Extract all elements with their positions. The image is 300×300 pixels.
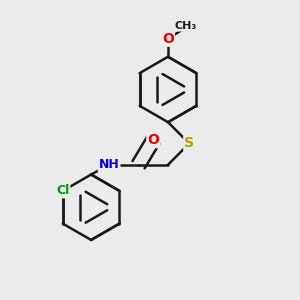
Text: NH: NH: [99, 158, 119, 171]
Text: O: O: [162, 32, 174, 46]
Text: CH₃: CH₃: [175, 21, 197, 31]
Text: Cl: Cl: [56, 184, 69, 197]
Text: O: O: [147, 133, 159, 147]
Text: S: S: [184, 136, 194, 151]
